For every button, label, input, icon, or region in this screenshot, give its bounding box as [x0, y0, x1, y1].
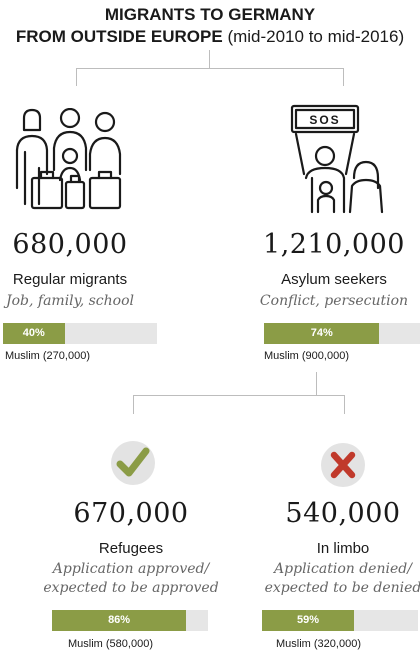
- regular-migrants-subtitle: Job, family, school: [6, 293, 134, 309]
- refugees-muslim-bar: 86%: [52, 610, 208, 631]
- regular-migrants-muslim-label: Muslim (270,000): [5, 350, 90, 362]
- in-limbo-muslim-bar: 59%: [262, 610, 418, 631]
- cross-icon: [321, 443, 365, 487]
- asylum-seekers-subtitle: Conflict, persecution: [259, 293, 409, 309]
- refugees-muslim-pct: 86%: [108, 614, 131, 626]
- connector-horizontal-top: [76, 68, 344, 69]
- in-limbo-muslim-label: Muslim (320,000): [276, 638, 361, 650]
- refugees-label: Refugees: [98, 540, 164, 557]
- regular-migrants-muslim-bar: 40%: [3, 323, 157, 344]
- asylum-seekers-muslim-bar: 74%: [264, 323, 420, 344]
- asylum-seekers-muslim-pct: 74%: [310, 327, 333, 339]
- connector-right-drop: [343, 68, 344, 86]
- refugees-muslim-bar-fill: [52, 610, 187, 631]
- regular-migrants-count: 680,000: [12, 229, 128, 260]
- refugees-muslim-label: Muslim (580,000): [68, 638, 153, 650]
- title-line2-bold: FROM OUTSIDE EUROPE: [15, 27, 223, 46]
- regular-migrants-muslim-pct: 40%: [22, 327, 45, 339]
- regular-migrants-muslim-bar-fill: [3, 323, 65, 344]
- regular-migrants-label: Regular migrants: [12, 271, 128, 288]
- in-limbo-label: In limbo: [316, 540, 370, 557]
- refugees-count: 670,000: [73, 498, 189, 529]
- in-limbo-subtitle-line1: Application denied/: [274, 561, 412, 577]
- in-limbo-subtitle-line2: expected to be denied: [264, 580, 420, 596]
- in-limbo-count: 540,000: [285, 498, 401, 529]
- title-line1: MIGRANTS TO GERMANY: [104, 5, 316, 24]
- in-limbo-muslim-pct: 59%: [297, 614, 320, 626]
- asylum-seekers-count: 1,210,000: [263, 229, 405, 260]
- in-limbo-muslim-bar-fill: [262, 610, 355, 631]
- connector-horizontal-bottom: [133, 395, 345, 396]
- connector-stem-top: [209, 50, 210, 69]
- asylum-seekers-muslim-label: Muslim (900,000): [264, 350, 349, 362]
- asylum-seekers-label: Asylum seekers: [281, 271, 387, 288]
- title-line2-period: (mid-2010 to mid-2016): [227, 27, 405, 46]
- people-with-sos-sign-icon: SOS: [290, 104, 384, 214]
- refugees-subtitle-line1: Application approved/: [52, 561, 210, 577]
- check-icon: [111, 441, 155, 485]
- sos-sign-text: SOS: [309, 113, 340, 127]
- connector-left-drop-bottom: [133, 395, 134, 414]
- refugees-subtitle-line2: expected to be approved: [43, 580, 219, 596]
- connector-stem-bottom: [316, 372, 317, 396]
- asylum-seekers-muslim-bar-fill: [264, 323, 380, 344]
- family-with-luggage-icon: [15, 108, 122, 210]
- title-line2: FROM OUTSIDE EUROPE (mid-2010 to mid-201…: [0, 26, 420, 48]
- connector-left-drop: [76, 68, 77, 86]
- connector-right-drop-bottom: [344, 395, 345, 414]
